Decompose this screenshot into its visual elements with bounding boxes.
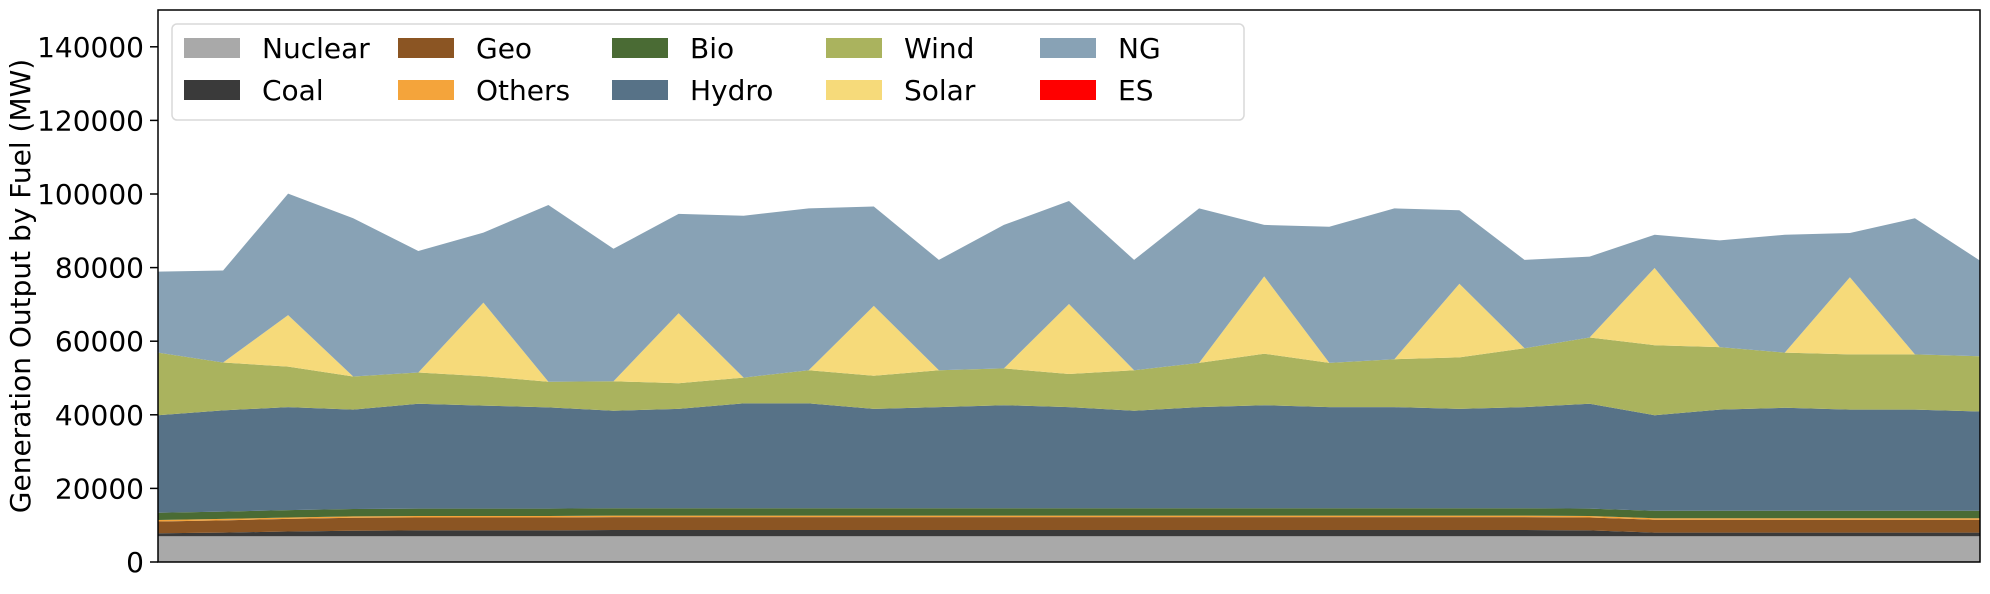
series-area-solar	[158, 268, 1980, 384]
series-area-nuclear	[158, 536, 1980, 562]
legend-swatch-ng	[1040, 38, 1096, 58]
series-area-hydro	[158, 403, 1980, 513]
legend-label-bio: Bio	[690, 32, 734, 65]
series-area-others	[158, 515, 1980, 522]
legend: Nuclear Coal Geo Others Bio Hydro Wind Solar NG E…	[171, 23, 1245, 121]
legend-swatch-geo	[398, 38, 454, 58]
y-tick-label: 0	[126, 546, 144, 579]
y-tick-label: 60000	[55, 325, 144, 358]
legend-swatch-es	[1040, 80, 1096, 100]
legend-label-others: Others	[476, 74, 570, 107]
legend-swatch-hydro	[612, 80, 668, 100]
y-tick-label: 120000	[37, 104, 144, 137]
y-tick-label: 80000	[55, 252, 144, 285]
y-axis: 0 20000 40000 60000 80000 100000 120000 140000	[37, 31, 158, 579]
series-area-ng	[158, 193, 1980, 382]
series-area-wind	[158, 337, 1980, 416]
series-area-coal	[158, 530, 1980, 537]
legend-swatch-wind	[826, 38, 882, 58]
area-layer	[158, 193, 1980, 562]
y-tick-label: 20000	[55, 472, 144, 505]
legend-label-wind: Wind	[904, 32, 974, 65]
legend-label-nuclear: Nuclear	[262, 32, 370, 65]
y-axis-label: Generation Output by Fuel (MW)	[4, 59, 37, 513]
legend-label-coal: Coal	[262, 74, 324, 107]
legend-swatch-coal	[184, 80, 240, 100]
legend-label-ng: NG	[1118, 32, 1161, 65]
y-tick-label: 40000	[55, 399, 144, 432]
plot-frame	[157, 9, 1981, 563]
legend-swatch-nuclear	[184, 38, 240, 58]
legend-swatch-solar	[826, 80, 882, 100]
legend-label-solar: Solar	[904, 74, 976, 107]
y-tick-label: 140000	[37, 31, 144, 64]
series-area-bio	[158, 508, 1980, 520]
legend-swatch-bio	[612, 38, 668, 58]
legend-swatch-others	[398, 80, 454, 100]
legend-label-es: ES	[1118, 74, 1153, 107]
series-area-geo	[158, 517, 1980, 534]
y-tick-label: 100000	[37, 178, 144, 211]
legend-label-geo: Geo	[476, 32, 532, 65]
legend-label-hydro: Hydro	[690, 74, 773, 107]
